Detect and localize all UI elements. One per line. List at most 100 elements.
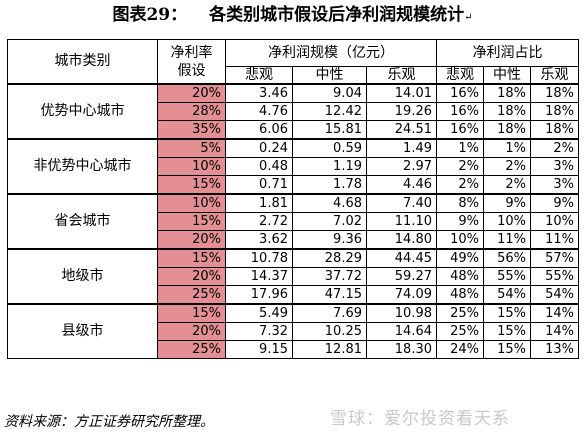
share-optimistic-cell: 3% [529,157,580,176]
paragraph-mark: ↵ [464,12,473,23]
share-optimistic-cell: 3% [529,175,580,195]
rate-assumption-cell: 15% [157,303,226,323]
share-optimistic-cell: 13% [529,340,580,359]
table-row: 20% 7.32 10.25 14.64 25% 15% 14% [8,322,580,341]
scale-optimistic-cell: 24.51 [366,120,437,140]
scale-pessimistic-cell: 14.37 [225,267,293,286]
rate-assumption-cell: 5% [157,138,226,158]
share-neutral-cell: 15% [483,340,531,359]
scale-neutral-cell: 1.19 [292,157,367,176]
table-body: 优势中心城市 20% 3.46 9.04 14.01 16% 18% 18% 28% 4.76 12… [7,83,580,359]
scale-pessimistic-cell: 2.72 [225,212,293,231]
scale-pessimistic-cell: 3.46 [225,83,293,103]
scale-optimistic-cell: 74.09 [366,285,437,305]
scale-pessimistic-cell: 3.62 [225,230,293,250]
scale-optimistic-cell: 14.64 [366,322,437,341]
header-rate-line1: 净利率 [170,44,213,61]
share-neutral-cell: 54% [483,285,531,305]
scale-optimistic-cell: 4.46 [366,175,437,195]
share-neutral-cell: 10% [483,212,531,231]
scale-optimistic-cell: 44.45 [366,248,437,268]
header-share-pessimistic: 悲观 [436,66,484,85]
scale-optimistic-cell: 10.98 [366,303,437,323]
share-pessimistic-cell: 8% [436,193,484,213]
scale-neutral-cell: 4.68 [292,193,367,213]
city-category-cell: 地级市 [7,248,158,305]
scale-optimistic-cell: 14.01 [366,83,437,103]
scale-neutral-cell: 12.81 [292,340,367,359]
share-neutral-cell: 2% [483,157,531,176]
scale-neutral-cell: 10.25 [292,322,367,341]
rate-assumption-cell: 10% [157,193,226,213]
scale-pessimistic-cell: 0.48 [225,157,293,176]
table-row: 省会城市 10% 1.81 4.68 7.40 8% 9% 9% [7,193,580,250]
city-category-cell: 非优势中心城市 [7,138,158,195]
share-pessimistic-cell: 49% [436,248,484,268]
table-row: 非优势中心城市 5% 0.24 0.59 1.49 1% 1% 2% [7,138,580,195]
scale-pessimistic-cell: 4.76 [225,102,293,121]
table-row: 25% 17.96 47.15 74.09 48% 54% 54% [8,285,580,305]
share-optimistic-cell: 11% [529,230,580,250]
share-pessimistic-cell: 16% [436,83,484,103]
scale-pessimistic-cell: 7.32 [225,322,293,341]
header-share-optimistic: 乐观 [529,66,580,85]
scale-optimistic-cell: 7.40 [366,193,437,213]
scale-optimistic-cell: 14.80 [366,230,437,250]
share-optimistic-cell: 54% [529,285,580,305]
scale-pessimistic-cell: 10.78 [225,248,293,268]
share-pessimistic-cell: 25% [436,303,484,323]
header-share-neutral: 中性 [483,66,531,85]
scale-optimistic-cell: 59.27 [366,267,437,286]
table-row: 20% 14.37 37.72 59.27 48% 55% 55% [8,267,580,286]
share-neutral-cell: 2% [483,175,531,195]
scale-neutral-cell: 7.02 [292,212,367,231]
share-optimistic-cell: 57% [529,248,580,268]
scale-neutral-cell: 37.72 [292,267,367,286]
city-category-cell: 优势中心城市 [7,83,158,140]
scale-neutral-cell: 47.15 [292,285,367,305]
share-pessimistic-cell: 16% [436,120,484,140]
header-rate-line2: 假设 [177,62,206,79]
scale-neutral-cell: 15.81 [292,120,367,140]
share-pessimistic-cell: 10% [436,230,484,250]
share-pessimistic-cell: 2% [436,175,484,195]
scale-neutral-cell: 9.36 [292,230,367,250]
share-neutral-cell: 55% [483,267,531,286]
share-pessimistic-cell: 9% [436,212,484,231]
share-optimistic-cell: 2% [529,138,580,158]
scale-neutral-cell: 9.04 [292,83,367,103]
header-scale-neutral: 中性 [292,66,367,85]
figure-title: 图表29： 各类别城市假设后净利润规模统计↵ [0,0,585,30]
source-note: 资料来源：方正证券研究所整理。 [4,414,214,430]
header-scale-optimistic: 乐观 [366,66,437,85]
share-neutral-cell: 18% [483,120,531,140]
share-pessimistic-cell: 24% [436,340,484,359]
table-row: 15% 2.72 7.02 11.10 9% 10% 10% [8,212,580,231]
scale-pessimistic-cell: 1.81 [225,193,293,213]
scale-pessimistic-cell: 9.15 [225,340,293,359]
rate-assumption-cell: 28% [157,102,226,121]
share-pessimistic-cell: 1% [436,138,484,158]
profit-scale-table: 城市类别 净利率 假设 净利润规模（亿元） 净利润占比 悲观 中性 乐观 悲观 … [7,39,580,359]
share-optimistic-cell: 18% [529,120,580,140]
share-neutral-cell: 56% [483,248,531,268]
table-row: 地级市 15% 10.78 28.29 44.45 49% 56% 57% [7,248,580,305]
rate-assumption-cell: 20% [157,322,226,341]
share-pessimistic-cell: 16% [436,102,484,121]
table-row: 10% 0.48 1.19 2.97 2% 2% 3% [8,157,580,176]
share-neutral-cell: 9% [483,193,531,213]
scale-optimistic-cell: 18.30 [366,340,437,359]
figure-title-text: 各类别城市假设后净利润规模统计 [209,5,465,25]
scale-pessimistic-cell: 17.96 [225,285,293,305]
scale-neutral-cell: 28.29 [292,248,367,268]
share-neutral-cell: 18% [483,83,531,103]
rate-assumption-cell: 15% [157,212,226,231]
rate-assumption-cell: 20% [157,230,226,250]
rate-assumption-cell: 25% [157,340,226,359]
share-neutral-cell: 1% [483,138,531,158]
figure-label: 图表29： [112,5,188,25]
scale-neutral-cell: 12.42 [292,102,367,121]
watermark: 雪球：爱尔投资看天系 [330,409,510,429]
header-profit-scale: 净利润规模（亿元） [225,39,437,67]
rate-assumption-cell: 20% [157,267,226,286]
